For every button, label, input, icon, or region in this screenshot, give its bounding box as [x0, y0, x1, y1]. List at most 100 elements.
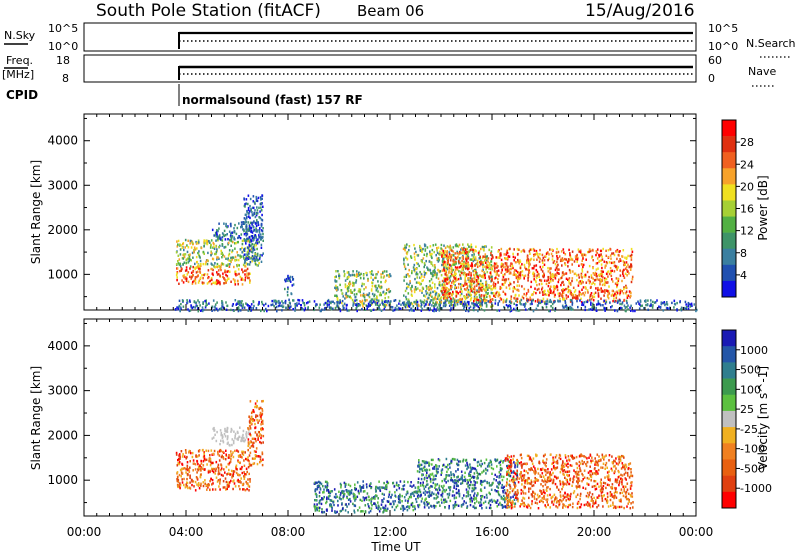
echo-cell — [204, 263, 207, 266]
echo-cell — [608, 285, 610, 288]
echo-cell — [287, 287, 289, 291]
echo-cell — [488, 267, 490, 270]
echo-cell — [256, 240, 259, 244]
echo-cell — [256, 206, 258, 209]
echo-cell — [409, 287, 412, 290]
echo-cell — [223, 468, 225, 471]
echo-cell — [326, 497, 328, 501]
echo-cell — [237, 268, 240, 271]
echo-cell — [380, 309, 383, 312]
echo-cell — [676, 309, 678, 312]
echo-cell — [247, 208, 250, 212]
echo-cell — [292, 283, 295, 286]
echo-cell — [419, 247, 422, 250]
echo-cell — [255, 447, 258, 450]
echo-cell — [321, 508, 323, 511]
echo-cell — [478, 286, 480, 289]
echo-cell — [562, 280, 564, 284]
echo-cell — [242, 439, 244, 443]
echo-cell — [417, 481, 419, 484]
echo-cell — [222, 474, 224, 477]
echo-cell — [223, 229, 226, 233]
echo-cell — [597, 292, 600, 295]
echo-cell — [414, 302, 417, 305]
echo-cell — [253, 220, 255, 223]
echo-cell — [566, 306, 568, 309]
echo-cell — [501, 506, 504, 509]
echo-cell — [374, 487, 377, 491]
echo-cell — [178, 282, 180, 285]
echo-cell — [403, 247, 406, 250]
echo-cell — [196, 460, 199, 463]
echo-cell — [193, 485, 195, 488]
ytick-label: 4000 — [47, 134, 78, 148]
echo-cell — [191, 455, 194, 459]
echo-cell — [472, 250, 475, 254]
echo-cell — [206, 282, 209, 285]
echo-cell — [481, 275, 483, 278]
echo-cell — [217, 473, 220, 476]
echo-cell — [476, 289, 478, 292]
echo-cell — [289, 278, 291, 282]
echo-cell — [430, 255, 433, 258]
echo-cell — [424, 272, 427, 275]
echo-cell — [183, 248, 185, 252]
echo-cell — [355, 487, 357, 491]
echo-cell — [248, 431, 250, 434]
echo-cell — [594, 271, 597, 275]
echo-cell — [547, 278, 550, 281]
echo-cell — [418, 461, 420, 464]
echo-cell — [375, 504, 377, 507]
echo-cell — [228, 265, 231, 268]
echo-cell — [407, 499, 409, 503]
echo-cell — [247, 484, 250, 487]
echo-cell — [589, 299, 591, 302]
echo-cell — [462, 460, 464, 463]
echo-cell — [528, 308, 530, 311]
echo-cell — [248, 252, 250, 255]
echo-cell — [323, 303, 325, 306]
echo-cell — [598, 278, 600, 281]
echo-cell — [604, 264, 607, 268]
echo-cell — [488, 284, 490, 287]
echo-cell — [456, 290, 458, 294]
echo-cell — [516, 297, 519, 300]
echo-cell — [624, 309, 627, 313]
echo-cell — [242, 488, 244, 491]
echo-cell — [363, 283, 365, 286]
echo-cell — [582, 286, 585, 289]
echo-cell — [256, 433, 258, 436]
echo-cell — [349, 497, 351, 501]
echo-cell — [561, 289, 563, 292]
echo-cell — [327, 298, 330, 302]
echo-cell — [335, 270, 337, 273]
echo-cell — [606, 270, 609, 274]
echo-cell — [494, 299, 497, 302]
echo-cell — [577, 256, 579, 260]
echo-cell — [259, 455, 262, 458]
echo-cell — [195, 255, 198, 259]
echo-cell — [536, 288, 539, 291]
echo-cell — [673, 299, 676, 302]
echo-cell — [474, 249, 476, 252]
echo-cell — [226, 437, 229, 441]
echo-cell — [370, 288, 373, 291]
echo-cell — [630, 247, 633, 251]
echo-cell — [595, 262, 598, 265]
echo-cell — [643, 306, 645, 310]
echo-cell — [438, 309, 441, 312]
echo-cell — [394, 306, 397, 310]
echo-cell — [204, 468, 206, 471]
echo-cell — [490, 498, 493, 502]
echo-cell — [528, 264, 530, 267]
echo-cell — [215, 230, 218, 234]
echo-cell — [477, 282, 479, 285]
echo-cell — [253, 211, 255, 215]
echo-cell — [252, 418, 254, 421]
echo-cell — [665, 302, 668, 305]
echo-cell — [544, 302, 546, 305]
echo-cell — [484, 276, 486, 280]
echo-cell — [190, 259, 192, 262]
echo-cell — [470, 248, 473, 251]
echo-cell — [371, 285, 374, 288]
